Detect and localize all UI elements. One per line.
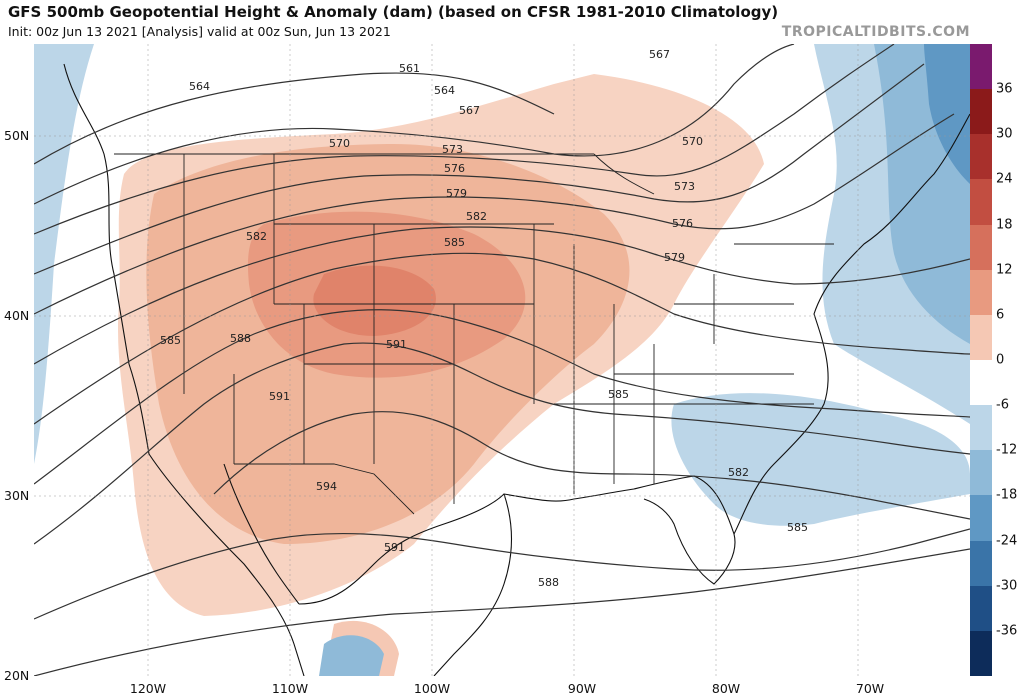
coastlines bbox=[63, 63, 970, 676]
negative-anomaly-southeast bbox=[671, 393, 970, 526]
colorbar-label: 12 bbox=[996, 262, 1013, 278]
negative-anomaly-northwest bbox=[34, 44, 94, 464]
contour-label: 591 bbox=[386, 338, 407, 351]
map-svg: 564 561 564 567 567 570 570 573 573 576 … bbox=[34, 44, 970, 676]
contour-label: 570 bbox=[682, 135, 703, 148]
colorbar-segment bbox=[970, 179, 992, 226]
lon-label-100w: 100W bbox=[413, 681, 451, 696]
lon-label-90w: 90W bbox=[567, 681, 597, 696]
colorbar-segment bbox=[970, 314, 992, 361]
contour-label: 588 bbox=[230, 332, 251, 345]
lon-label-80w: 80W bbox=[711, 681, 741, 696]
contour-label: 570 bbox=[329, 137, 350, 150]
positive-anomaly-peak bbox=[313, 265, 436, 336]
lat-label-40n: 40N bbox=[4, 308, 30, 323]
colorbar-segment bbox=[970, 585, 992, 632]
lat-label-50n: 50N bbox=[4, 128, 30, 143]
contour-label: 579 bbox=[664, 251, 685, 264]
lat-label-30n: 30N bbox=[4, 488, 30, 503]
map-area: 564 561 564 567 567 570 570 573 573 576 … bbox=[34, 44, 970, 676]
contour-label: 579 bbox=[446, 187, 467, 200]
colorbar-label: 18 bbox=[996, 217, 1013, 233]
contour-label: 585 bbox=[444, 236, 465, 249]
political-borders bbox=[114, 153, 834, 515]
contour-label: 582 bbox=[246, 230, 267, 243]
colorbar-segment bbox=[970, 630, 992, 677]
colorbar-segment bbox=[970, 495, 992, 542]
contour-label: 564 bbox=[434, 84, 455, 97]
colorbar-label: -18 bbox=[996, 487, 1018, 503]
contour-label: 561 bbox=[399, 62, 420, 75]
colorbar-segment bbox=[970, 44, 992, 90]
colorbar-label: 36 bbox=[996, 81, 1013, 97]
graticule bbox=[34, 44, 970, 676]
contour-label: 588 bbox=[538, 576, 559, 589]
colorbar-label: -36 bbox=[996, 623, 1018, 639]
colorbar-segment bbox=[970, 89, 992, 135]
colorbar-segment bbox=[970, 540, 992, 587]
colorbar-label: 0 bbox=[996, 352, 1005, 368]
colorbar-label: -12 bbox=[996, 442, 1018, 458]
colorbar-segment bbox=[970, 269, 992, 316]
contour-label: 564 bbox=[189, 80, 210, 93]
lon-label-120w: 120W bbox=[129, 681, 167, 696]
contour-label: 582 bbox=[728, 466, 749, 479]
contour-label: 576 bbox=[444, 162, 465, 175]
colorbar-label: 30 bbox=[996, 126, 1013, 142]
contour-label: 573 bbox=[442, 143, 463, 156]
contour-label: 585 bbox=[160, 334, 181, 347]
colorbar-segment bbox=[970, 405, 992, 451]
colorbar-segment bbox=[970, 360, 992, 406]
colorbar-label: -24 bbox=[996, 533, 1018, 549]
contour-label: 576 bbox=[672, 217, 693, 230]
colorbar-label: 24 bbox=[996, 171, 1013, 187]
contour-label: 591 bbox=[269, 390, 290, 403]
contour-label: 585 bbox=[787, 521, 808, 534]
contour-label: 594 bbox=[316, 480, 337, 493]
height-contours bbox=[34, 44, 970, 676]
contour-labels: 564 561 564 567 567 570 570 573 573 576 … bbox=[160, 48, 808, 589]
lon-label-110w: 110W bbox=[271, 681, 309, 696]
lon-label-70w: 70W bbox=[855, 681, 885, 696]
contour-label: 573 bbox=[674, 180, 695, 193]
contour-label: 582 bbox=[466, 210, 487, 223]
contour-label: 585 bbox=[608, 388, 629, 401]
colorbar-segment bbox=[970, 134, 992, 180]
map-title: GFS 500mb Geopotential Height & Anomaly … bbox=[8, 3, 779, 21]
colorbar-segment bbox=[970, 450, 992, 496]
colorbar-label: 6 bbox=[996, 307, 1005, 323]
colorbar-label: -30 bbox=[996, 578, 1018, 594]
contour-label: 591 bbox=[384, 541, 405, 554]
lat-label-20n: 20N bbox=[4, 668, 30, 683]
contour-label: 567 bbox=[649, 48, 670, 61]
anomaly-colorbar bbox=[970, 44, 992, 677]
negative-anomaly-northeast-core bbox=[924, 44, 970, 184]
map-subtitle: Init: 00z Jun 13 2021 [Analysis] valid a… bbox=[8, 24, 391, 39]
contour-label: 567 bbox=[459, 104, 480, 117]
negative-anomaly-mexico bbox=[319, 635, 384, 676]
brand-watermark: TROPICALTIDBITS.COM bbox=[781, 24, 970, 40]
colorbar-segment bbox=[970, 224, 992, 271]
colorbar-label: -6 bbox=[996, 397, 1009, 413]
